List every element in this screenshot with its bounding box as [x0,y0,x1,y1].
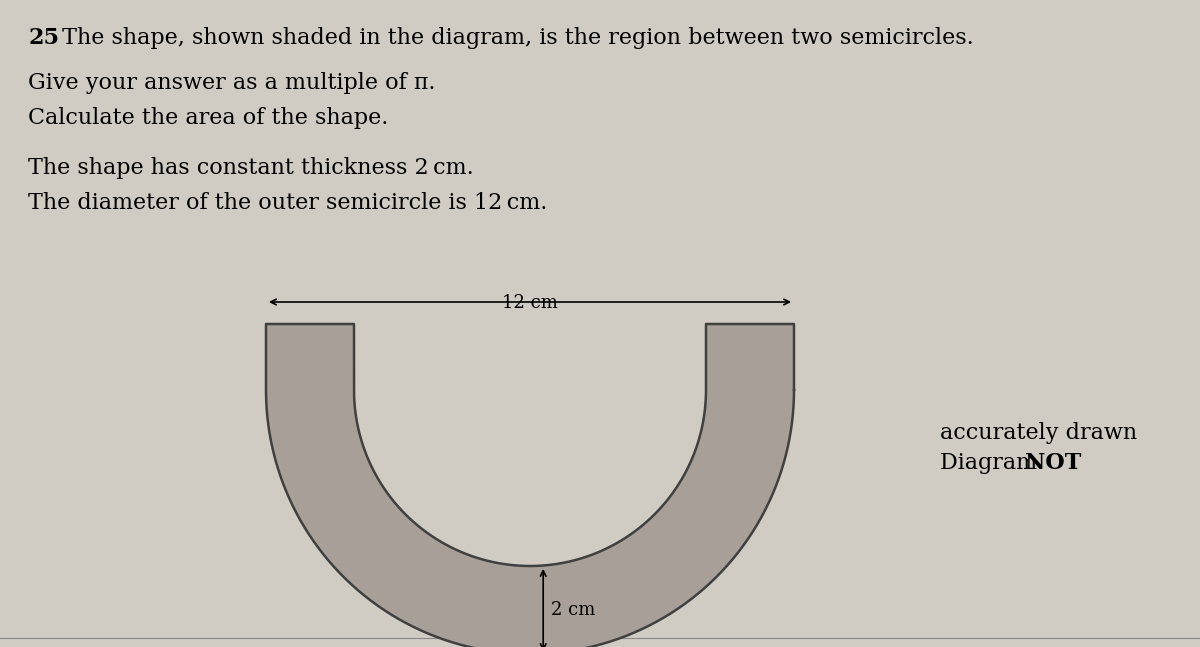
Text: The diameter of the outer semicircle is 12 cm.: The diameter of the outer semicircle is … [28,192,547,214]
Text: NOT: NOT [1025,452,1081,474]
Text: The shape, shown shaded in the diagram, is the region between two semicircles.: The shape, shown shaded in the diagram, … [55,27,973,49]
Text: 12 cm: 12 cm [502,294,558,312]
Text: accurately drawn: accurately drawn [940,422,1138,444]
Text: 2 cm: 2 cm [551,601,595,619]
Text: Give your answer as a multiple of π.: Give your answer as a multiple of π. [28,72,436,94]
Text: The shape has constant thickness 2 cm.: The shape has constant thickness 2 cm. [28,157,474,179]
Text: 25: 25 [28,27,59,49]
Text: Diagram: Diagram [940,452,1044,474]
Polygon shape [266,324,794,647]
Text: Calculate the area of the shape.: Calculate the area of the shape. [28,107,389,129]
